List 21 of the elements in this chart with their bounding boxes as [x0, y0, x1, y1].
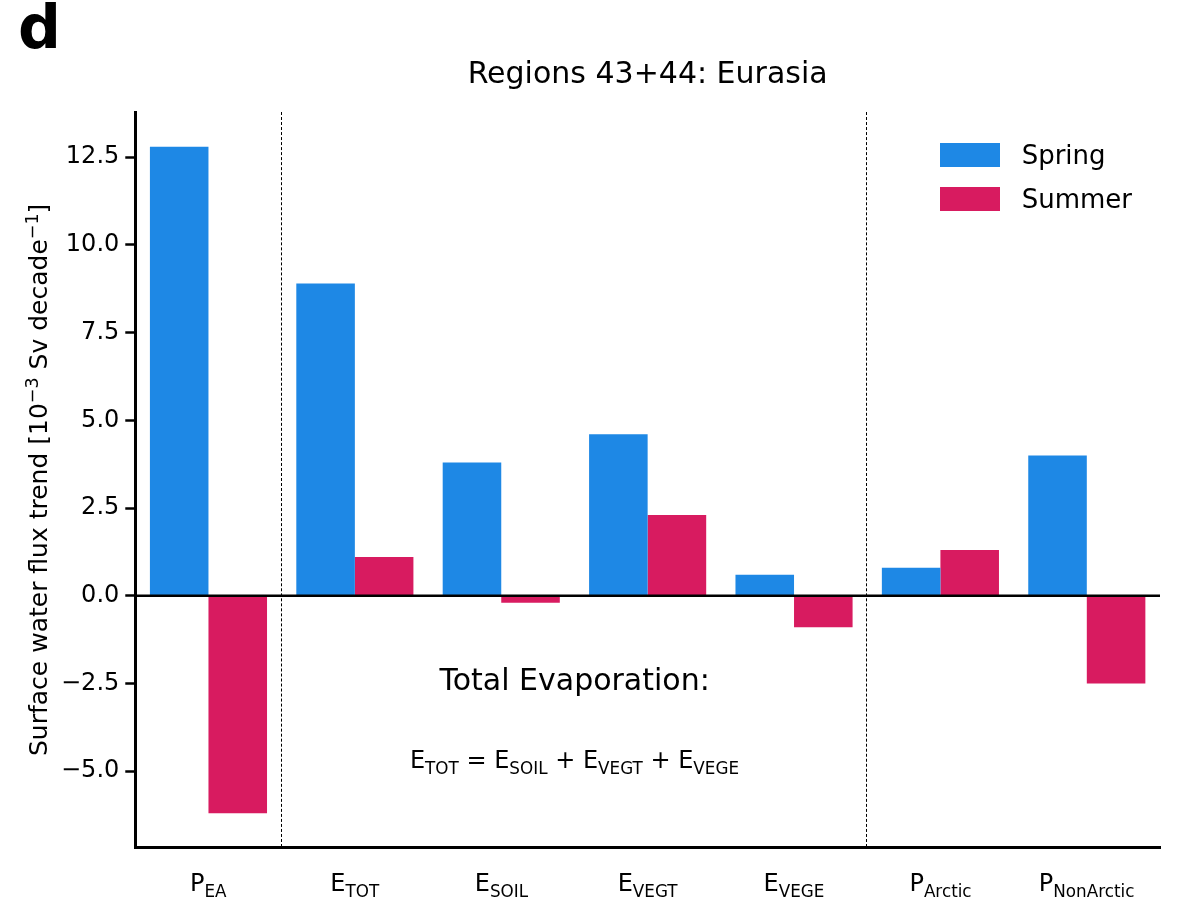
y-tick-label: 7.5	[81, 316, 120, 345]
x-tick-label: E$_{VEGE}$	[763, 869, 825, 901]
y-tick-label: 12.5	[65, 141, 120, 170]
y-tick-label: −5.0	[61, 755, 120, 784]
y-tick-label: 5.0	[81, 404, 120, 433]
x-tick-label: P$_{Arctic}$	[909, 869, 972, 901]
annotation: Total Evaporation:	[439, 661, 710, 697]
text: d	[18, 0, 61, 62]
x-tick-label: P$_{EA}$	[189, 869, 227, 901]
legend-label: Spring	[1021, 140, 1106, 170]
x-tick-label: E$_{SOIL}$	[474, 869, 529, 901]
y-tick-label: 0.0	[81, 579, 120, 608]
y-tick-label: 2.5	[81, 492, 120, 521]
x-tick-label: E$_{TOT}$	[330, 869, 380, 901]
x-tick-label: E$_{VEGT}$	[617, 869, 678, 901]
y-tick-label: 10.0	[65, 229, 120, 258]
chart-title: Regions 43+44: Eurasia	[467, 55, 828, 90]
y-tick-label: −2.5	[61, 667, 120, 696]
legend-label: Summer	[1021, 184, 1132, 214]
annotation: E$_{TOT}$ = E$_{SOIL}$ + E$_{VEGT}$ + E$_{VEGE}$	[409, 745, 740, 778]
x-tick-label: P$_{NonArctic}$	[1038, 869, 1135, 901]
